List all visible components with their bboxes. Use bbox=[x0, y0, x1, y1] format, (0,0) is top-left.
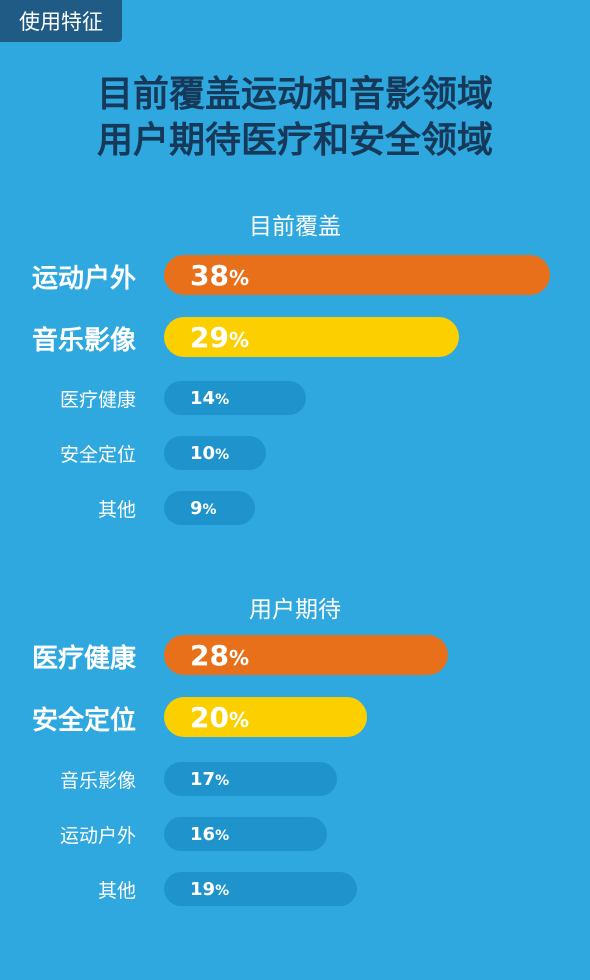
data-label: 38% bbox=[190, 259, 249, 292]
data-label-value: 17 bbox=[190, 768, 216, 790]
bar: 29% bbox=[164, 317, 459, 357]
category-label: 其他 bbox=[97, 880, 136, 902]
data-label: 17% bbox=[190, 769, 229, 790]
category-label: 运动户外 bbox=[59, 825, 136, 847]
bar: 20% bbox=[164, 697, 367, 737]
data-label-unit: % bbox=[228, 645, 250, 670]
data-label-unit: % bbox=[215, 391, 230, 408]
category-label: 运动户外 bbox=[31, 264, 136, 294]
bar: 28% bbox=[164, 635, 448, 675]
bar: 9% bbox=[164, 491, 255, 525]
data-label-value: 16 bbox=[190, 823, 216, 845]
headline-line-1: 目前覆盖运动和音影领域 bbox=[96, 74, 493, 115]
data-label-value: 9 bbox=[190, 497, 203, 519]
section-title: 目前覆盖 bbox=[249, 214, 341, 240]
data-label-value: 29 bbox=[190, 320, 229, 354]
data-label-unit: % bbox=[228, 265, 250, 290]
data-label-value: 10 bbox=[190, 442, 216, 464]
bar: 38% bbox=[164, 255, 550, 295]
data-label-value: 38 bbox=[190, 258, 229, 292]
category-label: 音乐影像 bbox=[31, 326, 136, 356]
data-label: 10% bbox=[190, 443, 229, 464]
data-label-unit: % bbox=[215, 446, 230, 463]
data-label-unit: % bbox=[215, 882, 230, 899]
data-label-unit: % bbox=[228, 707, 250, 732]
data-label: 28% bbox=[190, 639, 249, 672]
headline-line-2: 用户期待医疗和安全领域 bbox=[96, 120, 493, 161]
data-label-value: 14 bbox=[190, 387, 216, 409]
section-title: 用户期待 bbox=[249, 597, 341, 623]
data-label-unit: % bbox=[215, 772, 230, 789]
bar: 16% bbox=[164, 817, 327, 851]
data-label-unit: % bbox=[202, 501, 217, 518]
data-label: 9% bbox=[190, 498, 217, 519]
bar: 19% bbox=[164, 872, 357, 906]
section-tag: 使用特征 bbox=[0, 0, 122, 42]
data-label: 19% bbox=[190, 879, 229, 900]
data-label: 20% bbox=[190, 701, 249, 734]
category-label: 医疗健康 bbox=[59, 389, 136, 411]
category-label: 音乐影像 bbox=[59, 770, 136, 792]
data-label-unit: % bbox=[215, 827, 230, 844]
bar: 14% bbox=[164, 381, 306, 415]
data-label: 29% bbox=[190, 321, 249, 354]
category-label: 医疗健康 bbox=[31, 644, 136, 674]
data-label: 14% bbox=[190, 388, 229, 409]
bar: 10% bbox=[164, 436, 266, 470]
data-label-unit: % bbox=[228, 327, 250, 352]
data-label: 16% bbox=[190, 824, 229, 845]
data-label-value: 28 bbox=[190, 638, 229, 672]
category-label: 安全定位 bbox=[59, 444, 136, 466]
bar: 17% bbox=[164, 762, 337, 796]
data-label-value: 20 bbox=[190, 700, 229, 734]
data-label-value: 19 bbox=[190, 878, 216, 900]
category-label: 安全定位 bbox=[31, 706, 136, 736]
category-label: 其他 bbox=[97, 499, 136, 521]
